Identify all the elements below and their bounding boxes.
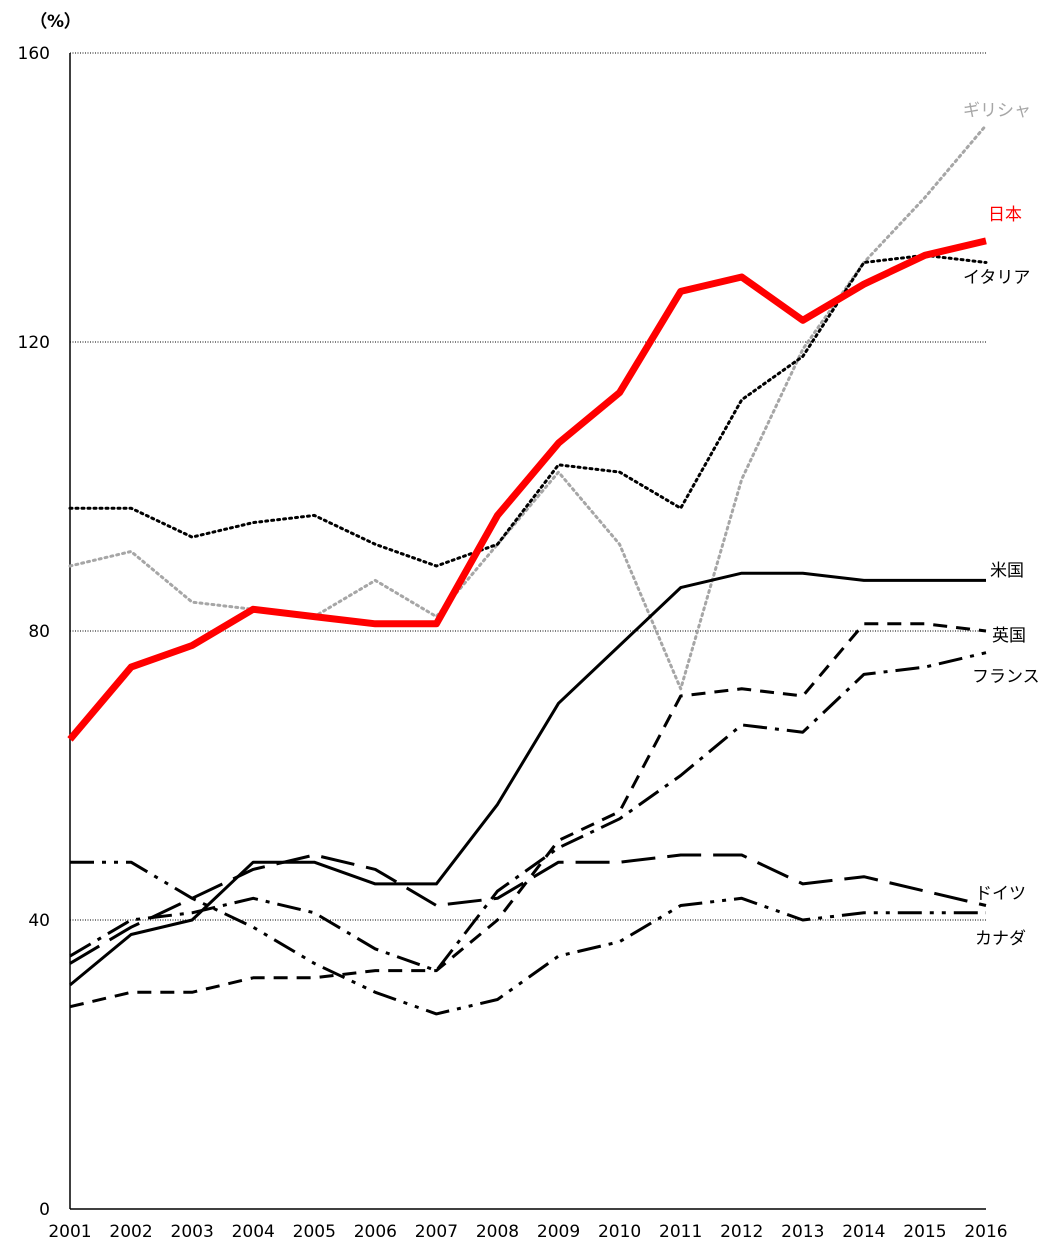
series-label: カナダ (975, 929, 1026, 949)
x-tick-label: 2014 (842, 1222, 885, 1242)
series-label: 英国 (992, 626, 1026, 646)
x-tick-label: 2003 (171, 1222, 214, 1242)
y-tick-label: 40 (28, 911, 50, 931)
gridlines (70, 52, 986, 921)
series-line-2 (69, 571, 986, 987)
series-label: ギリシャ (963, 101, 1031, 121)
x-tick-label: 2002 (109, 1222, 152, 1242)
series-lines (67, 123, 988, 1016)
axes: 0 40 80 120 160 2001 2002 2003 2004 2005 2006 2007 2… (18, 44, 1008, 1242)
x-tick-label: 2015 (903, 1222, 946, 1242)
x-tick-label: 2012 (720, 1222, 763, 1242)
x-tick-label: 2010 (598, 1222, 641, 1242)
series-label: 日本 (988, 205, 1022, 225)
y-tick-label: 120 (18, 333, 50, 353)
series-line-0 (68, 123, 988, 691)
x-tick-label: 2009 (537, 1222, 580, 1242)
series-line-4 (69, 651, 987, 973)
x-tick-label: 2016 (964, 1222, 1007, 1242)
series-line-1 (68, 253, 988, 568)
x-tick-label: 2008 (476, 1222, 519, 1242)
x-tick-label: 2005 (293, 1222, 336, 1242)
x-tick-label: 2011 (659, 1222, 702, 1242)
x-tick-label: 2013 (781, 1222, 824, 1242)
series-label: ドイツ (975, 884, 1026, 904)
series-line-3 (69, 622, 987, 1009)
x-tick-label: 2006 (354, 1222, 397, 1242)
series-label: フランス (972, 667, 1040, 687)
series-label: イタリア (963, 268, 1030, 288)
x-tick-label: 2001 (48, 1222, 91, 1242)
x-tick-label: 2007 (415, 1222, 458, 1242)
series-label: 米国 (990, 561, 1024, 581)
y-unit-label: （%） (30, 11, 81, 32)
y-tick-label: 0 (39, 1200, 50, 1220)
y-tick-label: 160 (18, 44, 50, 64)
x-tick-label: 2004 (232, 1222, 275, 1242)
series-line-6 (70, 860, 986, 1016)
y-tick-label: 80 (28, 622, 50, 642)
series-line-7 (67, 237, 987, 742)
